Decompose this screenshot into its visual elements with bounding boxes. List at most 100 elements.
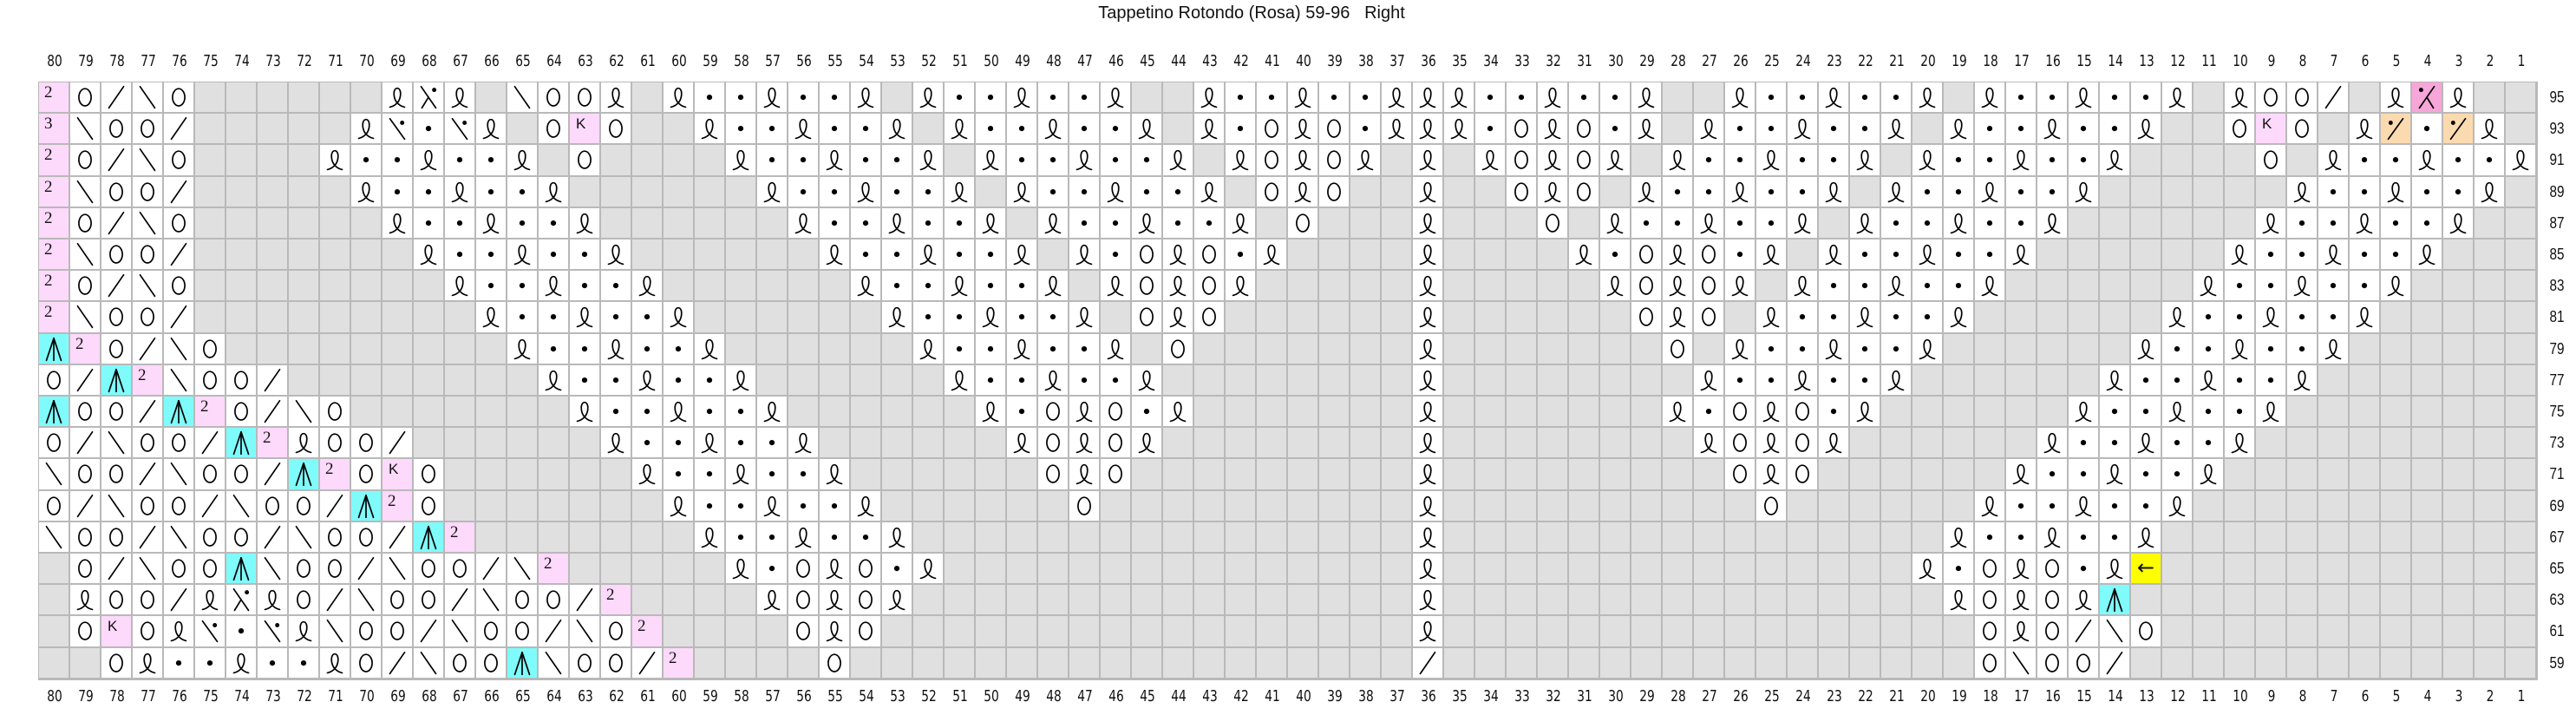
chart-cell-twisted-stitch-icon (1444, 114, 1474, 144)
chart-cell-purl-dot-icon (1007, 145, 1036, 175)
chart-cell-twisted-stitch-icon (1850, 397, 1880, 427)
purl-dot-icon (2080, 471, 2087, 477)
twisted-stitch-icon (1169, 276, 1187, 297)
twisted-stitch-icon (1762, 307, 1780, 328)
chart-cell-no-stitch-cell (2318, 459, 2348, 489)
chart-cell-no-stitch-cell (1382, 554, 1411, 584)
chart-cell-no-stitch-cell (945, 145, 974, 175)
chart-cell-central-double-decrease-icon (164, 397, 193, 427)
chart-cell-yarn-over-icon (788, 554, 818, 584)
twisted-stitch-icon (2262, 213, 2279, 234)
chart-cell-no-stitch-cell (1975, 459, 2004, 489)
chart-cell-no-stitch-cell (445, 364, 474, 395)
twisted-stitch-icon (1669, 276, 1686, 297)
left-decrease-icon (76, 305, 94, 329)
chart-cell-no-stitch-cell (1444, 364, 1474, 395)
twisted-stitch-icon (857, 276, 874, 297)
yarn-over-icon (1702, 245, 1716, 264)
purl-dot-icon (1018, 377, 1025, 384)
twisted-stitch-icon (295, 433, 312, 454)
chart-cell-yarn-over-icon (570, 647, 599, 678)
chart-cell-purl-dot-icon (1788, 82, 1817, 113)
chart-cell-purl-dot-icon (2131, 459, 2161, 489)
twisted-stitch-icon (2043, 527, 2061, 548)
column-number-bottom: 23 (1821, 687, 1848, 705)
chart-cell-no-stitch-cell (1444, 397, 1474, 427)
purl-dot-icon (831, 502, 838, 508)
chart-cell-purl-dot-icon (695, 364, 724, 395)
chart-cell-no-stitch-cell (195, 176, 225, 207)
chart-cell-no-stitch-cell (570, 459, 599, 489)
twisted-stitch-icon (1856, 401, 1873, 423)
chart-cell-no-stitch-cell (1788, 239, 1817, 270)
chart-cell-no-stitch-cell (1288, 428, 1317, 458)
purl-dot-icon (2267, 283, 2274, 289)
purl-dot-icon (800, 471, 807, 477)
chart-cell-no-stitch-cell (1944, 82, 1973, 113)
purl-dot-icon (1237, 94, 1244, 101)
twisted-stitch-icon (1419, 307, 1436, 328)
chart-cell-no-stitch-cell (1132, 647, 1161, 678)
chart-cell-no-stitch-cell (695, 145, 724, 175)
chart-cell-no-stitch-cell (1382, 521, 1411, 552)
twisted-stitch-icon (170, 621, 187, 642)
chart-cell-yarn-over-icon (289, 554, 318, 584)
chart-cell-no-stitch-cell (695, 271, 724, 301)
chart-cell-no-stitch-cell (2506, 364, 2535, 395)
chart-cell-purl-dot-icon (788, 145, 818, 175)
purl-dot-icon (737, 126, 744, 132)
right-decrease-purl-icon (2387, 118, 2404, 141)
chart-cell-twisted-stitch-icon (1069, 302, 1099, 332)
purl-dot-icon (2174, 345, 2180, 351)
chart-cell-no-stitch-cell (1382, 490, 1411, 521)
chart-cell-right-decrease-icon (164, 302, 193, 332)
chart-cell-twisted-stitch-icon (2037, 207, 2067, 238)
chart-cell-no-stitch-cell (1475, 521, 1505, 552)
chart-cell-no-stitch-cell (2287, 459, 2317, 489)
yarn-over-icon (1795, 464, 1809, 484)
twisted-stitch-icon (670, 401, 687, 423)
chart-cell-central-double-decrease-icon (39, 333, 69, 364)
chart-cell-purl-dot-icon (632, 428, 662, 458)
chart-cell-yarn-over-icon (1101, 428, 1130, 458)
chart-cell-twisted-stitch-icon (70, 585, 100, 615)
chart-cell-yarn-over-icon (1569, 145, 1599, 175)
chart-cell-yarn-over-icon (1725, 459, 1755, 489)
yarn-over-icon (1764, 495, 1778, 515)
yarn-over-icon (203, 559, 217, 578)
chart-cell-twisted-stitch-icon (1413, 521, 1442, 552)
right-decrease-icon (264, 525, 281, 549)
yarn-over-icon (390, 590, 404, 610)
chart-cell-twisted-stitch-icon (2194, 271, 2223, 301)
left-decrease-icon (76, 242, 94, 266)
chart-cell-no-stitch-cell (1538, 490, 1567, 521)
chart-cell-purl-dot-icon (1912, 207, 1942, 238)
chart-cell-yarn-over-icon (2225, 114, 2254, 144)
chart-cell-yarn-over-icon (70, 397, 100, 427)
twisted-stitch-icon (1044, 370, 1062, 391)
chart-cell-no-stitch-cell (320, 364, 350, 395)
purl-dot-icon (644, 408, 651, 415)
chart-cell-no-stitch-cell (39, 616, 69, 646)
chart-cell-no-stitch-cell (258, 302, 287, 332)
chart-cell-no-stitch-cell (2225, 459, 2254, 489)
twisted-stitch-icon (1294, 119, 1311, 140)
purl-dot-icon (2017, 94, 2024, 101)
column-number-bottom: 72 (291, 687, 318, 705)
chart-cell-purl-dot-icon (539, 302, 568, 332)
chart-cell-no-stitch-cell (476, 428, 506, 458)
column-number-bottom: 1 (2508, 687, 2535, 705)
chart-cell-no-stitch-cell (1444, 271, 1474, 301)
chart-cell-twisted-stitch-icon (1663, 271, 1692, 301)
twisted-stitch-icon (1169, 401, 1187, 423)
column-number-bottom: 27 (1697, 687, 1723, 705)
chart-cell-no-stitch-cell (1350, 459, 1380, 489)
chart-cell-number-2-cell: 2 (632, 616, 662, 646)
purl-dot-icon (706, 377, 713, 384)
chart-cell-yarn-over-icon (1538, 207, 1567, 238)
purl-dot-icon (1081, 220, 1088, 226)
chart-cell-no-stitch-cell (445, 397, 474, 427)
column-number-bottom: 4 (2415, 687, 2442, 705)
chart-cell-no-stitch-cell (2506, 428, 2535, 458)
column-number-top: 64 (541, 52, 568, 70)
